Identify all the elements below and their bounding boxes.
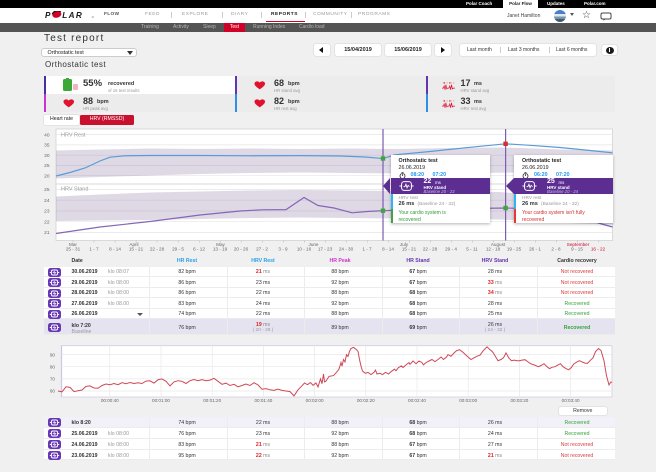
svg-text:27 - 2: 27 - 2 xyxy=(256,247,268,252)
svg-text:00:03:20: 00:03:20 xyxy=(510,398,528,403)
svg-text:00:01:20: 00:01:20 xyxy=(203,398,221,403)
svg-text:P: P xyxy=(45,11,51,18)
svg-text:13 - 19: 13 - 19 xyxy=(213,247,228,252)
svg-text:19 - 25: 19 - 25 xyxy=(507,247,522,252)
svg-text:1 - 7: 1 - 7 xyxy=(362,247,372,252)
svg-text:15 - 21: 15 - 21 xyxy=(402,247,417,252)
svg-text:April: April xyxy=(129,242,138,247)
svg-text:10 - 16: 10 - 16 xyxy=(297,247,312,252)
svg-text:22: 22 xyxy=(44,219,50,225)
svg-text:July: July xyxy=(400,242,409,247)
svg-text:35: 35 xyxy=(44,143,50,149)
svg-text:May: May xyxy=(216,242,225,247)
svg-text:00:01:40: 00:01:40 xyxy=(254,398,272,403)
svg-text:00:02:40: 00:02:40 xyxy=(408,398,426,403)
svg-text:90: 90 xyxy=(50,352,56,357)
svg-text:15 - 21: 15 - 21 xyxy=(129,247,144,252)
svg-text:40: 40 xyxy=(44,132,50,138)
svg-text:00:03:00: 00:03:00 xyxy=(459,398,477,403)
svg-text:21: 21 xyxy=(44,230,50,236)
svg-text:24: 24 xyxy=(44,198,50,204)
svg-text:30: 30 xyxy=(44,153,50,159)
svg-text:00:01:00: 00:01:00 xyxy=(152,398,170,403)
svg-text:HRV Rest: HRV Rest xyxy=(61,133,86,139)
svg-text:00:02:00: 00:02:00 xyxy=(306,398,324,403)
svg-text:29 - 4: 29 - 4 xyxy=(445,247,457,252)
svg-text:12 - 18: 12 - 18 xyxy=(486,247,501,252)
svg-text:3 - 9: 3 - 9 xyxy=(278,247,288,252)
svg-text:2 - 8: 2 - 8 xyxy=(551,247,561,252)
svg-text:00:00:40: 00:00:40 xyxy=(101,398,119,403)
svg-text:00:03:40: 00:03:40 xyxy=(562,398,580,403)
svg-text:September: September xyxy=(567,242,590,247)
svg-text:25 - 31: 25 - 31 xyxy=(66,247,81,252)
svg-text:16 - 22: 16 - 22 xyxy=(591,247,606,252)
svg-text:20 - 26: 20 - 26 xyxy=(234,247,249,252)
svg-text:24 - 30: 24 - 30 xyxy=(339,247,354,252)
svg-text:8 - 14: 8 - 14 xyxy=(109,247,121,252)
svg-text:June: June xyxy=(309,242,319,247)
svg-text:22 - 28: 22 - 28 xyxy=(150,247,165,252)
svg-text:August: August xyxy=(491,242,506,247)
svg-text:60: 60 xyxy=(50,389,56,394)
svg-text:Mar: Mar xyxy=(69,242,77,247)
svg-text:17 - 23: 17 - 23 xyxy=(318,247,333,252)
svg-text:9 - 15: 9 - 15 xyxy=(571,247,583,252)
svg-text:LAR: LAR xyxy=(62,11,83,18)
svg-text:6 - 12: 6 - 12 xyxy=(193,247,205,252)
svg-text:23: 23 xyxy=(44,209,50,215)
svg-text:70: 70 xyxy=(50,377,56,382)
svg-text:80: 80 xyxy=(50,364,56,369)
svg-text:8 - 14: 8 - 14 xyxy=(382,247,394,252)
svg-text:5 - 11: 5 - 11 xyxy=(466,247,478,252)
svg-text:20: 20 xyxy=(44,173,50,179)
svg-text:26 - 1: 26 - 1 xyxy=(529,247,541,252)
svg-text:HRV Stand: HRV Stand xyxy=(61,187,88,193)
svg-text:29 - 5: 29 - 5 xyxy=(172,247,184,252)
svg-text:22 - 28: 22 - 28 xyxy=(423,247,438,252)
svg-text:25: 25 xyxy=(44,163,50,169)
svg-text:1 - 7: 1 - 7 xyxy=(89,247,99,252)
svg-text:00:02:20: 00:02:20 xyxy=(357,398,375,403)
svg-text:25: 25 xyxy=(44,187,50,193)
